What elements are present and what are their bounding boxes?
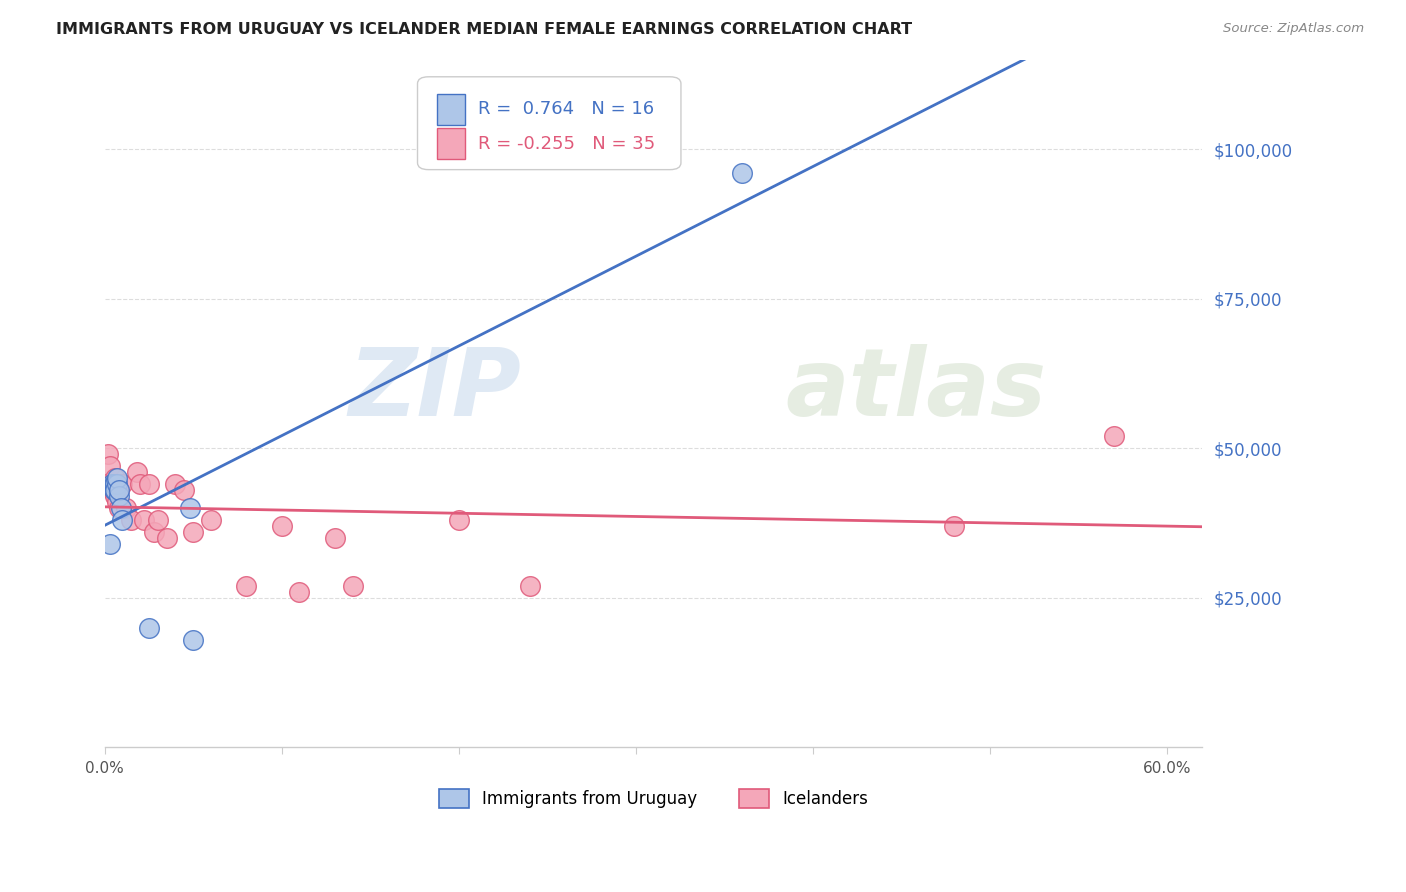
Point <box>129 477 152 491</box>
Point <box>270 519 292 533</box>
Point <box>943 519 966 533</box>
Point <box>105 477 128 491</box>
Text: R =  0.764   N = 16: R = 0.764 N = 16 <box>478 101 654 119</box>
Point <box>98 537 121 551</box>
Point <box>146 513 169 527</box>
Point <box>103 477 125 491</box>
Point <box>110 501 132 516</box>
Text: atlas: atlas <box>785 343 1046 435</box>
Point <box>103 483 125 498</box>
Point <box>104 483 127 498</box>
Point <box>138 621 160 635</box>
Point <box>104 477 127 491</box>
Point <box>165 477 187 491</box>
Point <box>125 465 148 479</box>
Point <box>115 501 138 516</box>
Bar <box>437 94 465 125</box>
Point <box>519 579 541 593</box>
Point <box>731 166 754 180</box>
Point <box>108 501 131 516</box>
FancyBboxPatch shape <box>418 77 681 169</box>
Point <box>98 459 121 474</box>
Point <box>108 483 131 498</box>
Point <box>1102 429 1125 443</box>
Point <box>108 489 131 503</box>
Point <box>120 513 142 527</box>
Bar <box>437 128 465 160</box>
Point <box>200 513 222 527</box>
Point <box>105 495 128 509</box>
Point <box>108 483 131 498</box>
Point <box>105 483 128 498</box>
Point <box>132 513 155 527</box>
Point <box>181 524 204 539</box>
Point <box>342 579 364 593</box>
Point <box>138 477 160 491</box>
Text: Source: ZipAtlas.com: Source: ZipAtlas.com <box>1223 22 1364 36</box>
Point <box>111 513 134 527</box>
Point <box>288 585 311 599</box>
Point <box>100 477 122 491</box>
Point <box>173 483 195 498</box>
Point <box>156 531 179 545</box>
Point <box>103 477 125 491</box>
Point <box>103 483 125 498</box>
Legend: Immigrants from Uruguay, Icelanders: Immigrants from Uruguay, Icelanders <box>432 782 875 814</box>
Point <box>235 579 257 593</box>
Point <box>97 447 120 461</box>
Point <box>100 483 122 498</box>
Text: R = -0.255   N = 35: R = -0.255 N = 35 <box>478 135 655 153</box>
Point <box>447 513 470 527</box>
Point <box>105 471 128 485</box>
Point <box>104 471 127 485</box>
Point <box>323 531 346 545</box>
Point <box>143 524 166 539</box>
Point <box>100 477 122 491</box>
Point <box>179 501 201 516</box>
Text: IMMIGRANTS FROM URUGUAY VS ICELANDER MEDIAN FEMALE EARNINGS CORRELATION CHART: IMMIGRANTS FROM URUGUAY VS ICELANDER MED… <box>56 22 912 37</box>
Point <box>104 489 127 503</box>
Point <box>111 477 134 491</box>
Point <box>181 632 204 647</box>
Text: ZIP: ZIP <box>349 343 522 435</box>
